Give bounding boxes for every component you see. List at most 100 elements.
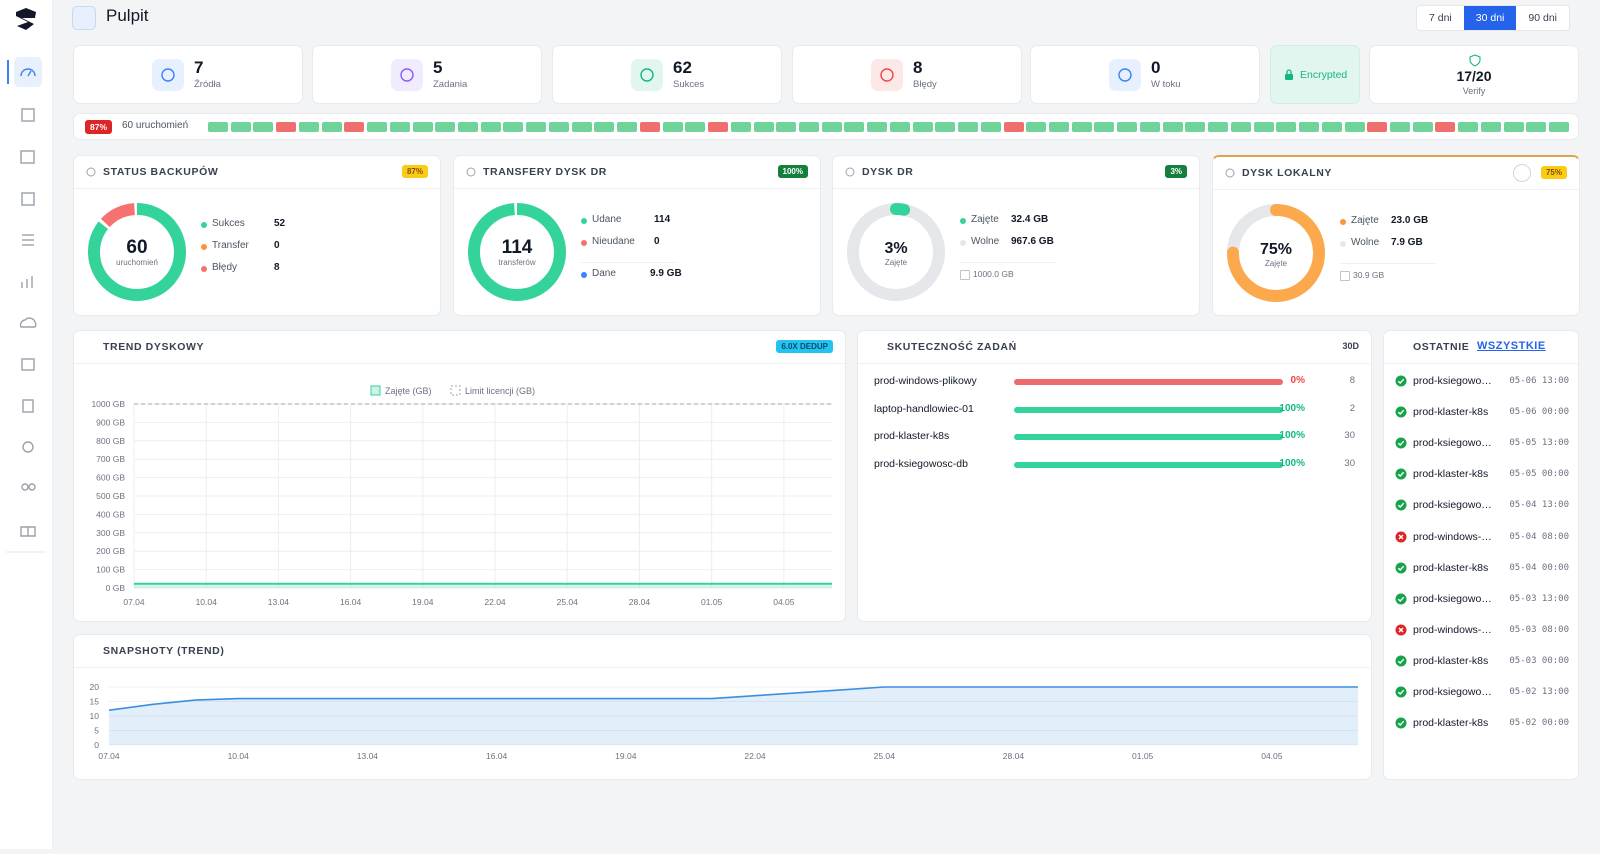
card-title: OSTATNIE	[1413, 341, 1470, 353]
lock-shackle	[1286, 69, 1292, 74]
legend-value: 114	[654, 214, 671, 225]
recent-time: 05-05 00:00	[1509, 469, 1569, 480]
recent-link[interactable]: WSZYSTKIE	[1477, 340, 1546, 352]
status-circle	[1395, 406, 1407, 418]
status-icon	[1395, 593, 1407, 605]
donut-center: 60	[126, 237, 147, 258]
x-tick-label: 04.05	[1261, 751, 1283, 761]
x-tick-label: 19.04	[615, 751, 637, 761]
recent-name[interactable]: prod-klaster-k8s	[1413, 561, 1489, 574]
legend-divider	[581, 262, 677, 263]
recent-name[interactable]: prod-klaster-k8s	[1413, 468, 1489, 481]
status-icon	[1395, 531, 1407, 542]
job-bar	[1014, 406, 1283, 413]
runs-label: 60 uruchomień	[122, 120, 189, 131]
status-glyph	[1397, 565, 1405, 571]
status-circle	[1395, 593, 1407, 605]
stat-value: 62	[673, 58, 692, 77]
x-tick-label: 22.04	[484, 597, 506, 607]
recent-name[interactable]: prod-klaster-k8s	[1413, 717, 1489, 730]
run-cell	[958, 122, 979, 132]
run-cell	[412, 122, 433, 132]
status-glyph	[1397, 503, 1405, 509]
donut-sub: Zajęte	[1265, 259, 1288, 268]
x-tick-label: 25.04	[874, 751, 896, 761]
recent-time: 05-03 00:00	[1509, 655, 1569, 666]
status-circle	[1395, 655, 1407, 667]
recent-name[interactable]: prod-klaster-k8s	[1413, 654, 1489, 667]
run-cell	[980, 122, 1001, 132]
run-cell	[867, 122, 888, 132]
legend-swatch	[450, 385, 461, 396]
legend-label: Zajęte (GB)	[385, 386, 432, 396]
total-value: 1000.0 GB	[973, 269, 1014, 279]
stat-icon	[871, 59, 903, 91]
stat-icon	[631, 59, 663, 91]
card-title: SNAPSHOTY (TREND)	[103, 645, 225, 657]
donut: 75%Zajęte	[1227, 204, 1325, 302]
recent-name[interactable]: prod-klaster-k8s	[1413, 406, 1489, 419]
nav-icons[interactable]	[19, 68, 37, 537]
stat-icon-glyph	[400, 68, 414, 82]
card-title: SKUTECZNOŚĆ ZADAŃ	[887, 341, 1017, 353]
y-tick-label: 0 GB	[106, 583, 126, 593]
recent-name[interactable]: prod-ksiegowo…	[1413, 375, 1492, 387]
legend-name: Udane	[592, 214, 622, 225]
run-cell	[344, 122, 365, 132]
recent-name[interactable]: prod-windows-…	[1413, 623, 1492, 636]
period: 30D	[1342, 341, 1359, 351]
run-cell	[889, 122, 910, 132]
settings-button[interactable]	[1513, 164, 1531, 182]
stat-label: W toku	[1151, 79, 1181, 90]
y-tick-label: 200 GB	[96, 546, 125, 556]
snapshot-chart: 0 5 10 15 20 07.04 10.04 13.04 16.04 19.04 22.04 25…	[90, 682, 1358, 761]
status-icon	[1395, 375, 1407, 387]
donut: 3%Zajęte	[847, 203, 945, 301]
run-cell	[1230, 122, 1251, 132]
legend-name: Transfer	[212, 240, 249, 251]
status-icon	[1395, 686, 1407, 698]
stat-label: Źródła	[194, 79, 221, 90]
y-tick-label: 5	[94, 726, 99, 736]
recent-name[interactable]: prod-ksiegowo…	[1413, 592, 1492, 605]
nav-active-bar	[7, 60, 9, 84]
status-glyph	[1398, 627, 1404, 633]
run-cell	[1071, 122, 1092, 132]
job-bar-track	[1014, 461, 1283, 468]
stat-label: Sukces	[673, 79, 705, 90]
status-glyph	[1397, 440, 1405, 447]
run-cell	[594, 122, 615, 132]
legend-dot	[201, 244, 207, 250]
range-button[interactable]: 7 dni	[1429, 12, 1452, 24]
run-cell	[1389, 122, 1410, 132]
verify-card: 17/20 Verify	[1369, 45, 1579, 104]
legend-value: 7.9 GB	[1391, 237, 1423, 248]
stat-card: 8 Błędy	[792, 45, 1022, 104]
recent-name[interactable]: prod-windows-…	[1413, 530, 1492, 543]
donut-rings	[1227, 204, 1325, 302]
recent-name[interactable]: prod-ksiegowo…	[1413, 437, 1492, 450]
recent-name[interactable]: prod-ksiegowo…	[1413, 686, 1492, 698]
jobs-card: SKUTECZNOŚĆ ZADAŃ 30D prod-windows-plikowy…	[857, 330, 1372, 622]
stat-value: 8	[913, 58, 923, 77]
run-cell	[617, 122, 638, 132]
card-badge: 3%	[1165, 165, 1187, 178]
legend-divider	[1340, 263, 1436, 264]
run-cell	[480, 122, 501, 132]
run-cell	[230, 122, 251, 132]
range-button[interactable]: 30 dni	[1463, 6, 1517, 30]
legend-dot	[960, 218, 966, 224]
status-glyph	[1397, 409, 1405, 416]
job-count: 30	[1344, 430, 1355, 441]
run-cell	[1480, 122, 1501, 132]
recent-name[interactable]: prod-ksiegowo…	[1413, 499, 1492, 512]
run-cell	[1344, 122, 1365, 132]
recent-time: 05-02 13:00	[1509, 687, 1569, 697]
card-badge: 100%	[777, 165, 808, 178]
run-cell	[1162, 122, 1183, 132]
stat-icon-glyph	[640, 68, 654, 82]
legend-name: Błędy	[212, 262, 238, 273]
job-pct: 0%	[1290, 375, 1305, 386]
range-button[interactable]: 90 dni	[1528, 12, 1557, 24]
